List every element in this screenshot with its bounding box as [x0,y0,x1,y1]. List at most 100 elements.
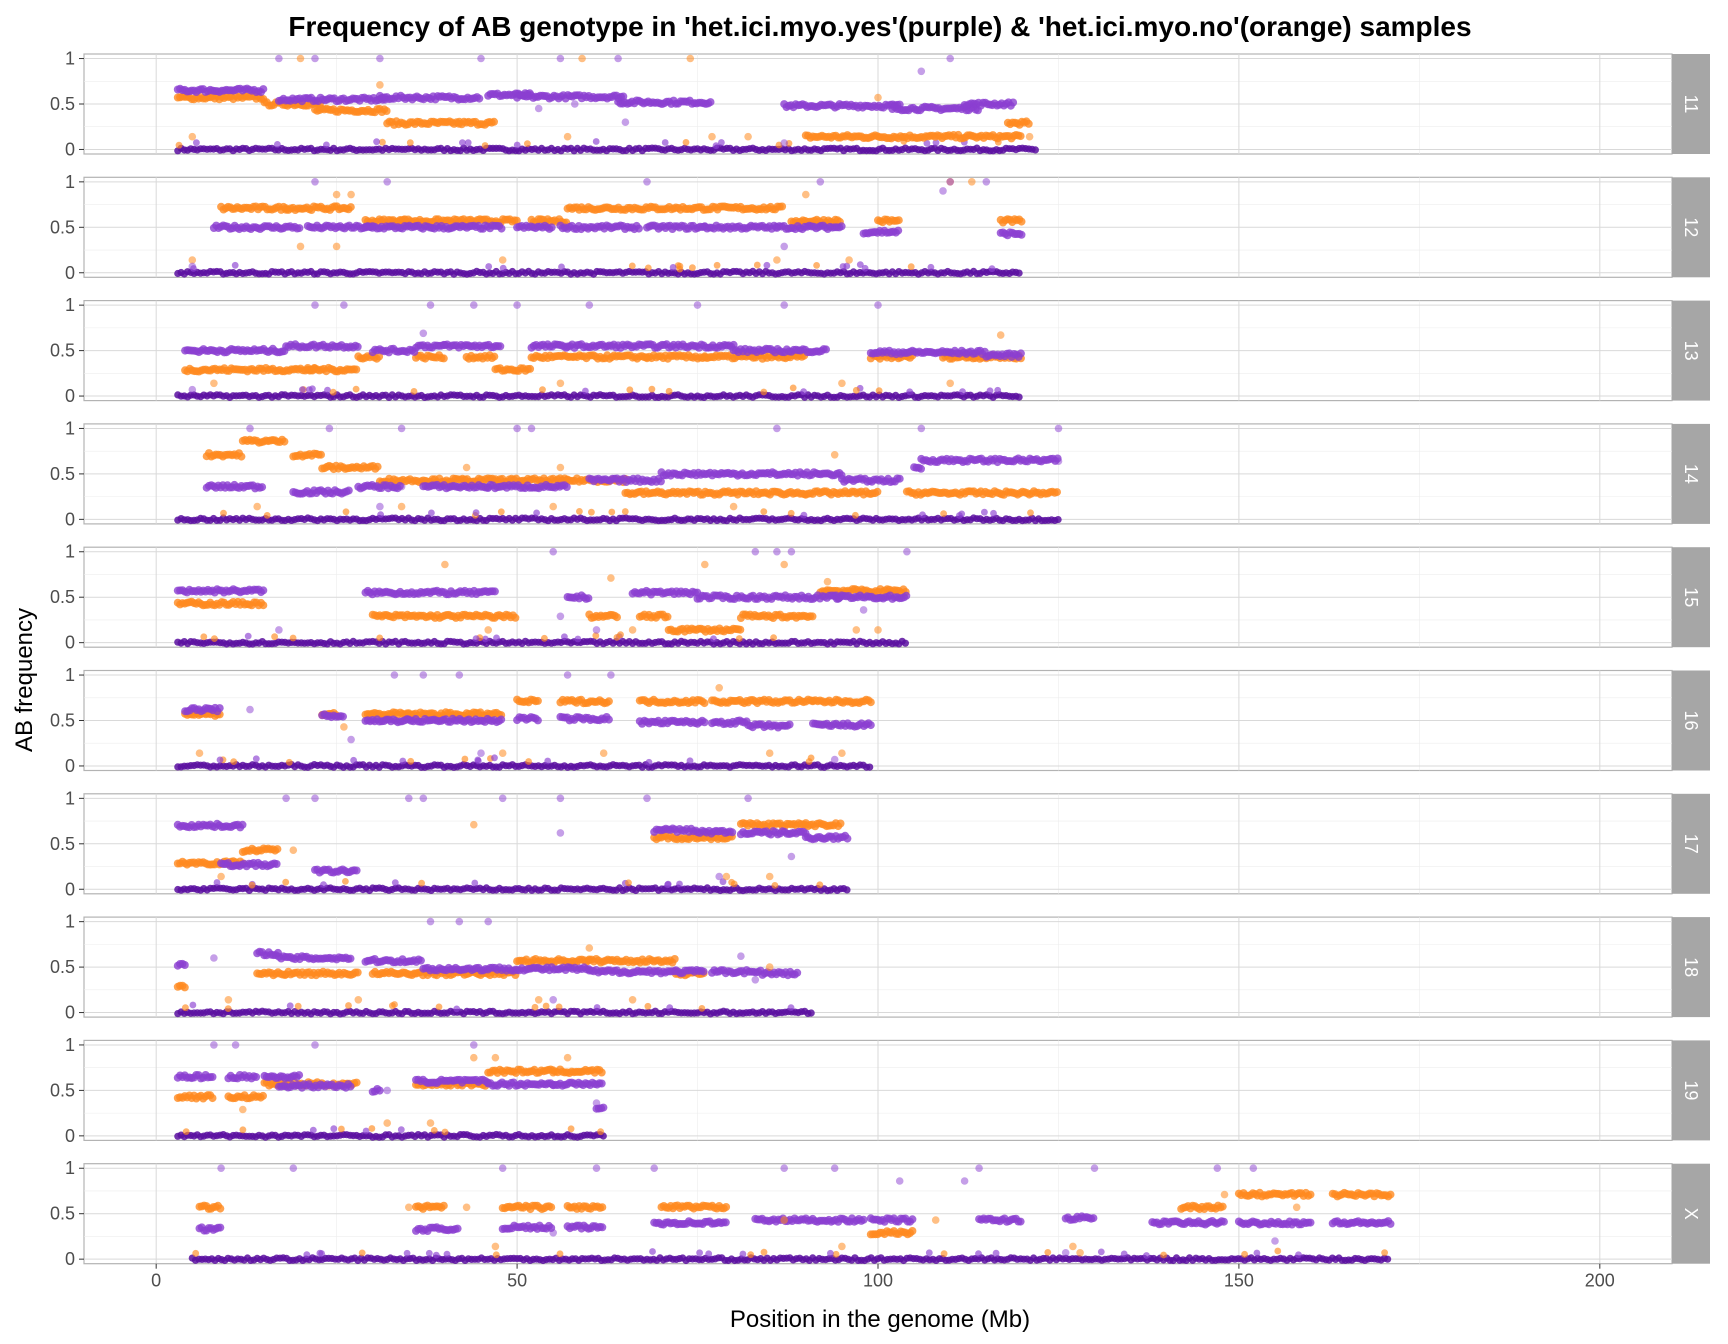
data-point [200,633,208,641]
data-point [332,190,341,199]
data-point [464,139,472,147]
data-point [344,486,353,495]
y-tick-label: 0.5 [50,217,75,237]
data-point [902,591,911,600]
data-point [325,424,334,433]
y-tick-label: 0 [65,633,75,653]
data-point [376,81,384,89]
data-point [946,379,954,388]
data-point [188,132,197,141]
data-point [576,508,583,515]
data-point [735,635,743,642]
data-point [894,216,903,225]
data-point [556,54,565,63]
data-point [513,141,521,149]
data-point [852,386,860,394]
data-point [700,699,709,708]
data-point [210,379,218,388]
data-point [574,635,582,643]
data-point [787,547,796,556]
y-tick-label: 0 [65,509,75,529]
y-tick-label: 1 [65,418,75,438]
data-point [512,216,521,225]
y-tick-label: 0.5 [50,587,75,607]
y-tick-label: 1 [65,665,75,685]
data-point [917,464,925,473]
data-point [693,301,702,309]
data-point [919,511,926,519]
data-point [340,301,348,309]
y-tick-label: 0 [65,756,75,776]
data-point [481,142,489,149]
data-point [324,386,331,394]
data-point [296,54,305,63]
data-point [856,261,864,268]
data-point [802,190,810,199]
data-point [406,139,414,147]
data-point [274,141,281,148]
data-point [280,437,289,446]
data-point [986,387,994,395]
data-point [305,386,313,393]
data-point [485,263,493,270]
data-point [686,54,695,63]
data-point [419,329,428,338]
data-point [939,187,947,195]
data-point [258,483,267,492]
data-point [958,510,966,518]
data-point [549,547,557,556]
data-point [428,509,435,517]
data-point [845,256,853,264]
data-point [558,263,565,271]
y-tick-label: 1 [65,49,75,69]
y-tick-label: 0 [65,386,75,406]
data-point [634,224,643,233]
data-point [175,141,183,149]
data-point [379,138,386,146]
data-point [533,696,542,705]
data-point [968,178,976,186]
data-point [549,502,557,511]
data-point [410,388,418,395]
data-point [895,474,904,483]
data-point [544,757,552,765]
data-point [513,424,521,433]
data-point [816,178,825,186]
data-point [490,117,498,126]
data-point [932,139,940,147]
facet-strip-label: 11 [1681,95,1701,114]
data-point [271,633,278,641]
data-point [230,758,238,765]
data-point [661,139,669,146]
data-point [753,261,761,269]
data-point [347,190,355,199]
data-point [375,352,384,361]
data-point [1054,516,1062,524]
data-point [346,203,355,212]
data-point [383,178,392,186]
data-point [875,387,883,395]
data-point [295,224,304,233]
data-point [352,385,360,393]
data-point [525,758,532,765]
y-tick-label: 0.5 [50,341,75,361]
facet-panels: 00.511100.511200.511300.511400.511500.51… [50,49,1710,1291]
y-tick-label: 0.5 [50,94,75,114]
data-point [323,141,330,149]
data-point [713,261,721,269]
data-point [778,202,787,211]
data-point [770,634,777,642]
data-point [461,755,469,763]
data-point [484,626,493,634]
data-point [701,560,709,569]
data-point [1015,269,1023,277]
data-point [407,757,415,765]
data-point [982,178,991,186]
data-point [712,142,720,150]
data-point [1054,457,1063,466]
data-point [474,757,482,765]
data-point [216,756,224,764]
